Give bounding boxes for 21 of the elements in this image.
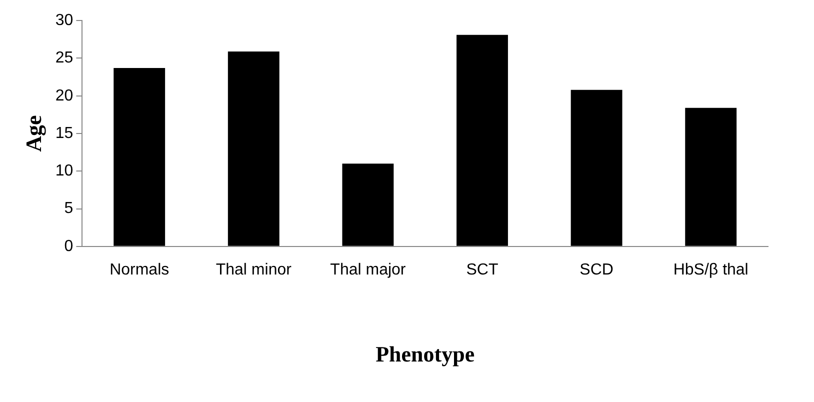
bar <box>342 164 394 246</box>
y-tick-label: 25 <box>55 50 74 67</box>
x-tick-label: Thal major <box>330 261 406 278</box>
x-tick-label: HbS/β thal <box>673 261 748 278</box>
bar <box>456 34 508 246</box>
x-tick-label: Thal minor <box>216 261 292 278</box>
x-axis-title: Phenotype <box>376 341 475 366</box>
bar <box>570 90 622 246</box>
y-tick-label: 10 <box>55 162 74 180</box>
x-tick-label: SCD <box>580 261 614 278</box>
y-tick-label: 30 <box>55 12 74 30</box>
bar <box>228 51 280 246</box>
bar <box>114 68 166 246</box>
bar <box>685 108 737 246</box>
y-axis-title: Age <box>20 114 46 152</box>
y-tick-label: 0 <box>64 238 74 255</box>
y-tick-label: 15 <box>55 124 74 142</box>
x-tick-label: Normals <box>110 261 170 278</box>
y-tick-label: 5 <box>64 200 74 218</box>
y-tick-label: 20 <box>55 87 74 104</box>
x-tick-label: SCT <box>466 261 498 278</box>
